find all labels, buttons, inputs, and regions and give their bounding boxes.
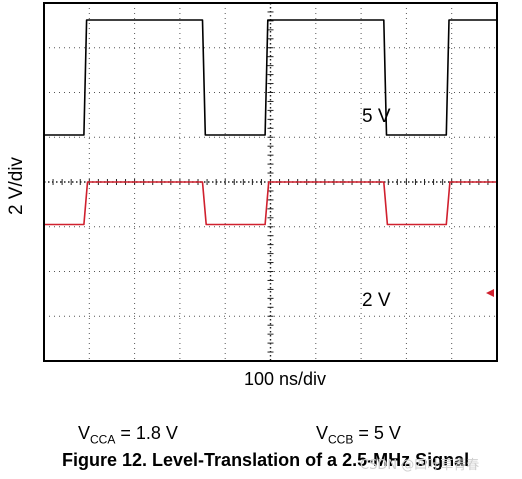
trace-2v: [44, 181, 497, 226]
ground-marker-arrow: [486, 289, 494, 297]
plot-frame: [43, 2, 498, 362]
trace-label-2v: 2 V: [362, 290, 391, 311]
y-axis-label: 2 V/div: [6, 156, 27, 216]
figure-caption: Figure 12. Level-Translation of a 2.5-MH…: [62, 450, 470, 470]
vcca-condition: VCCA = 1.8 V: [78, 423, 178, 447]
plot-traces: [44, 19, 497, 226]
oscilloscope-plot: 5 V 2 V: [43, 2, 498, 362]
vccb-condition: VCCB = 5 V: [316, 423, 401, 447]
x-axis-label: 100 ns/div: [243, 369, 327, 389]
watermark: CSDN @四叶草青春: [360, 458, 480, 473]
trace-label-5v: 5 V: [362, 106, 391, 127]
trace-5v: [44, 19, 497, 136]
